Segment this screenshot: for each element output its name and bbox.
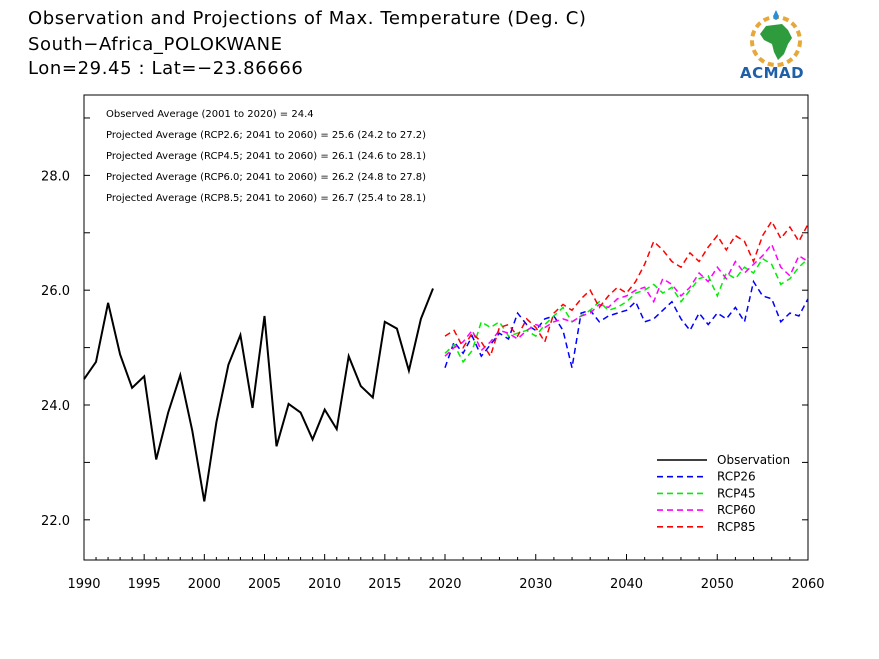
x-tick-label: 2010 [308, 577, 341, 592]
average-annotation: Projected Average (RCP4.5; 2041 to 2060)… [106, 151, 426, 162]
average-annotation: Projected Average (RCP6.0; 2041 to 2060)… [106, 172, 426, 183]
y-tick-label: 24.0 [41, 399, 70, 414]
series-line-rcp26 [444, 279, 809, 368]
average-annotation: Projected Average (RCP8.5; 2041 to 2060)… [106, 193, 426, 204]
average-annotation: Observed Average (2001 to 2020) = 24.4 [106, 109, 314, 120]
legend-label-rcp60: RCP60 [717, 503, 756, 517]
series-line-rcp60 [444, 242, 809, 357]
chart-title: Observation and Projections of Max. Temp… [28, 8, 587, 29]
africa-map-icon [750, 10, 802, 67]
legend-label-observation: Observation [717, 453, 790, 467]
average-annotation: Projected Average (RCP2.6; 2041 to 2060)… [106, 130, 426, 141]
x-tick-label: 2050 [701, 577, 734, 592]
acmad-logo-text: ACMAD [740, 64, 805, 82]
x-tick-label: 2000 [188, 577, 221, 592]
observation-line [83, 288, 434, 502]
x-tick-label: 1990 [67, 577, 100, 592]
location-label: South−Africa_POLOKWANE [28, 34, 283, 55]
legend-label-rcp85: RCP85 [717, 520, 756, 534]
y-tick-label: 28.0 [41, 169, 70, 184]
x-tick-label: 1995 [128, 577, 161, 592]
x-tick-label: 2030 [519, 577, 552, 592]
x-tick-label: 2060 [791, 577, 824, 592]
series-line-rcp85 [444, 219, 809, 358]
y-tick-label: 22.0 [41, 514, 70, 529]
legend-label-rcp26: RCP26 [717, 470, 756, 484]
x-tick-label: 2040 [610, 577, 643, 592]
y-tick-label: 26.0 [41, 284, 70, 299]
x-tick-label: 2015 [368, 577, 401, 592]
x-tick-label: 2005 [248, 577, 281, 592]
coordinates-label: Lon=29.45 : Lat=−23.86666 [28, 58, 304, 79]
plot-frame [83, 94, 809, 561]
x-tick-label: 2020 [428, 577, 461, 592]
legend-label-rcp45: RCP45 [717, 486, 756, 500]
